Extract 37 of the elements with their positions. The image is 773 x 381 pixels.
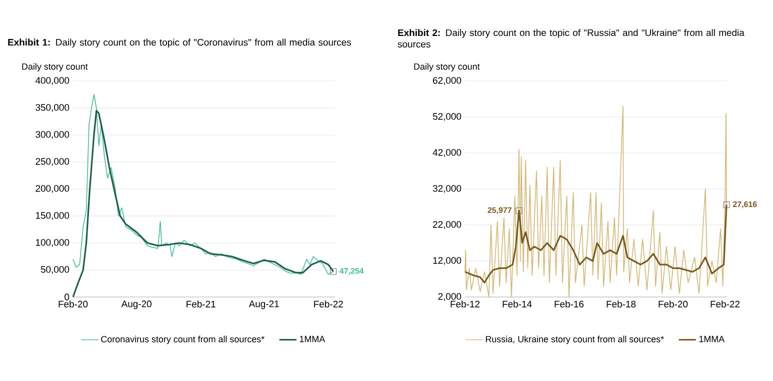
y-tick-label: 50,000 <box>40 266 70 274</box>
x-tick-label: Feb-20 <box>58 300 88 308</box>
y-axis-title: Daily story count <box>22 63 88 72</box>
y-tick-label: 12,000 <box>433 257 462 265</box>
y-tick-label: 350,000 <box>36 104 70 112</box>
x-tick-label: Feb-22 <box>710 300 740 308</box>
chart-title: Exhibit 1: Daily story count on the topic of "Coronavirus" from all media sources <box>8 38 352 48</box>
y-tick-label: 0 <box>64 294 70 300</box>
y-tick-label: 22,000 <box>433 221 462 229</box>
x-tick-label: Feb-16 <box>554 300 584 308</box>
x-tick-label: Feb-12 <box>450 300 480 308</box>
y-tick-label: 2,000 <box>438 293 462 301</box>
y-tick-label: 62,000 <box>433 77 462 85</box>
x-tick-label: Aug-21 <box>248 300 279 310</box>
y-tick-label: 300,000 <box>36 131 70 139</box>
y-tick-label: 100,000 <box>36 239 70 247</box>
line-series <box>72 110 334 298</box>
y-axis-title: Daily story count <box>414 63 480 72</box>
y-tick-label: 150,000 <box>36 212 70 220</box>
legend-label: 1MMA <box>300 336 326 342</box>
y-tick-label: 32,000 <box>432 185 462 193</box>
x-tick-label: Aug-20 <box>121 300 152 310</box>
line-series <box>464 204 728 284</box>
y-tick-label: 42,000 <box>432 149 462 157</box>
y-tick-label: 200,000 <box>36 185 70 193</box>
chart-title: Exhibit 2: Daily story count on the topic of "Russia" and "Ukraine" from all media sources <box>398 29 744 48</box>
y-tick-label: 250,000 <box>36 158 70 166</box>
legend-label: Coronavirus story count from all sources* <box>101 336 264 344</box>
x-tick-label: Feb-22 <box>314 300 343 308</box>
x-tick-label: Feb-18 <box>606 300 636 308</box>
y-tick-label: 52,000 <box>432 113 462 121</box>
legend-label: Russia, Ukraine story count from all sources* <box>486 336 664 344</box>
x-tick-label: Feb-14 <box>502 300 532 308</box>
legend-label: 1MMA <box>699 336 725 342</box>
y-tick-label: 400,000 <box>35 77 70 85</box>
x-tick-label: Feb-21 <box>186 300 216 308</box>
x-tick-label: Feb-20 <box>658 300 688 308</box>
